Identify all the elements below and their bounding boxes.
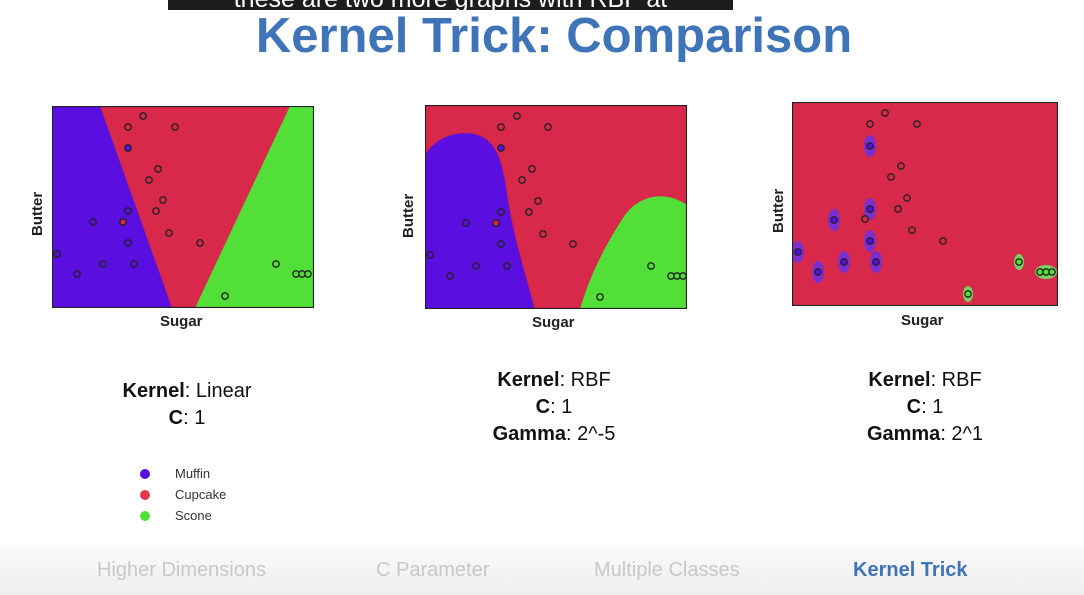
gamma-value: : 2^-5 xyxy=(565,423,616,445)
plot1-xlabel: Sugar xyxy=(160,313,203,330)
legend-item-scone: Scone xyxy=(140,505,226,526)
bottom-nav-bar xyxy=(0,545,1084,595)
plot1-ylabel: Butter xyxy=(29,191,46,236)
c-label: C xyxy=(168,407,184,429)
c-label: C xyxy=(906,396,922,418)
plot3-params: Kernel: RBF C: 1 Gamma: 2^1 xyxy=(805,367,1045,448)
video-caption: these are two more graphs with RBF at xyxy=(168,0,733,10)
c-value: : 1 xyxy=(183,407,206,429)
c-value: : 1 xyxy=(921,396,944,418)
gamma-label: Gamma xyxy=(866,423,941,445)
nav-multiple-classes[interactable]: Multiple Classes xyxy=(594,559,740,581)
plot3-xlabel: Sugar xyxy=(901,312,944,329)
plot-linear-area xyxy=(52,106,314,308)
kernel-value: : RBF xyxy=(559,369,611,391)
plot1-params: Kernel: Linear C: 1 xyxy=(67,378,307,432)
kernel-label: Kernel xyxy=(497,369,560,391)
plot-rbf-high-gamma xyxy=(792,102,1058,306)
plot-rbf-high-gamma-area xyxy=(792,102,1058,306)
plot2-ylabel: Butter xyxy=(400,193,417,238)
muffin-dot-icon xyxy=(140,468,150,479)
nav-kernel-trick[interactable]: Kernel Trick xyxy=(853,559,968,581)
plot-rbf-low-gamma xyxy=(425,105,687,309)
scone-dot-icon xyxy=(140,510,150,521)
gamma-label: Gamma xyxy=(492,423,566,445)
legend: Muffin Cupcake Scone xyxy=(140,463,226,526)
c-label: C xyxy=(535,396,551,418)
plot2-xlabel: Sugar xyxy=(532,314,575,331)
kernel-value: : RBF xyxy=(930,369,982,391)
kernel-label: Kernel xyxy=(868,369,931,391)
legend-item-cupcake: Cupcake xyxy=(140,484,226,505)
slide-title: Kernel Trick: Comparison xyxy=(255,9,853,63)
cupcake-dot-icon xyxy=(140,489,150,500)
kernel-label: Kernel xyxy=(122,380,185,402)
plot-rbf-low-gamma-area xyxy=(425,105,687,309)
nav-higher-dimensions[interactable]: Higher Dimensions xyxy=(97,559,266,581)
plot2-params: Kernel: RBF C: 1 Gamma: 2^-5 xyxy=(434,367,674,448)
plot3-ylabel: Butter xyxy=(770,188,787,233)
plot-linear xyxy=(52,106,314,308)
legend-item-muffin: Muffin xyxy=(140,463,226,484)
nav-c-parameter[interactable]: C Parameter xyxy=(376,559,490,581)
kernel-value: : Linear xyxy=(184,380,252,402)
c-value: : 1 xyxy=(550,396,573,418)
gamma-value: : 2^1 xyxy=(940,423,984,445)
